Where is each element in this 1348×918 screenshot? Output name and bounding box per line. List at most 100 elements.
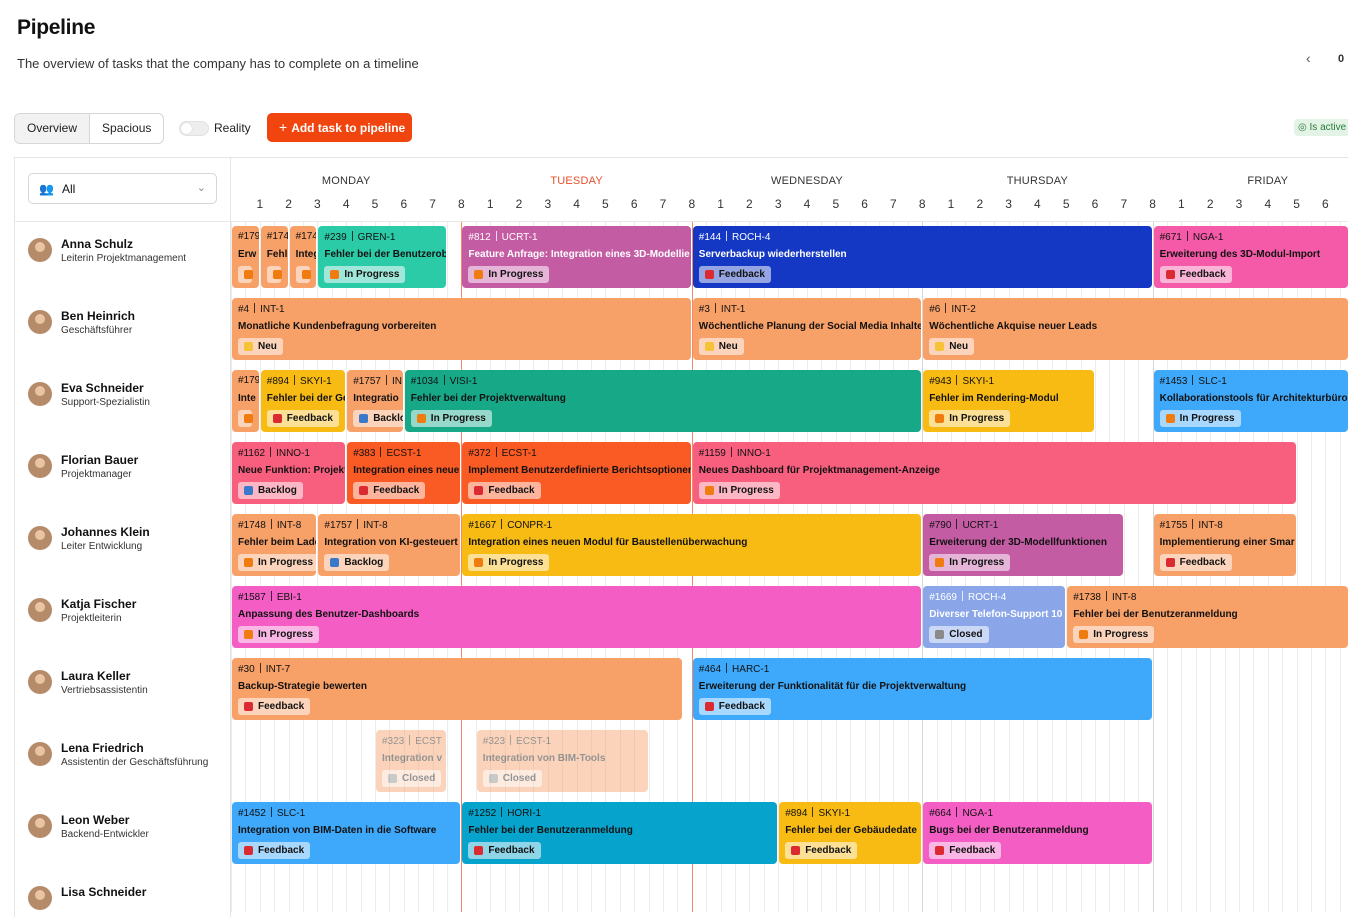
task-card[interactable]: #174 Fehl [260, 226, 288, 288]
view-spacious-button[interactable]: Spacious [89, 114, 163, 143]
avatar [28, 598, 52, 622]
task-header: #1667 CONPR-1 [468, 519, 552, 531]
task-title: Wöchentliche Planung der Social Media In… [698, 321, 922, 332]
grid-line [1138, 222, 1140, 912]
hour-label: 3 [774, 197, 782, 211]
page-title: Pipeline [17, 16, 96, 39]
task-card[interactable]: #1738 INT-8 Fehler bei der Benutzeranmeldu… [1067, 586, 1348, 648]
task-separator [1192, 375, 1194, 385]
hour-label: 8 [1149, 197, 1156, 211]
task-tag: UCRT-1 [501, 232, 538, 243]
task-separator [270, 807, 272, 817]
task-card[interactable]: #1587 EBI-1 Anpassung des Benutzer-Dashboa… [232, 586, 922, 648]
task-card[interactable]: #144 ROCH-4 Serverbackup wiederherstellen F… [692, 226, 1152, 288]
task-id: #1667 [468, 520, 497, 531]
task-card[interactable]: #179 Erw [232, 226, 259, 288]
task-status-badge: In Progress [929, 554, 1011, 571]
task-card[interactable]: #1034 VISI-1 Fehler bei der Projektverwalt… [404, 370, 922, 432]
task-header: #1252 HORI-1 [468, 807, 541, 819]
task-status-badge: Feedback [238, 698, 311, 715]
task-card[interactable]: #6 INT-2 Wöchentliche Akquise neuer Leads N… [923, 298, 1348, 360]
task-separator [357, 519, 359, 529]
task-id: #372 [468, 448, 491, 459]
task-tag: EBI-1 [276, 592, 302, 603]
task-card[interactable]: #790 UCRT-1 Erweiterung der 3D-Modellfunkt… [923, 514, 1123, 576]
task-card[interactable]: #1748 INT-8 Fehler beim Lade In Progress [232, 514, 317, 576]
task-card[interactable]: #3 INT-1 Wöchentliche Planung der Social M… [692, 298, 922, 360]
hour-label: 8 [688, 197, 696, 211]
task-card[interactable]: #30 INT-7 Backup-Strategie bewerten Feedbac… [232, 658, 683, 720]
task-header: #1162 INNO-1 [238, 447, 310, 459]
task-title: Erweiterung der Funktionalität für die P… [698, 681, 967, 692]
user-role: Vertriebsassistentin [61, 685, 148, 696]
task-tag: ECST-1 [516, 736, 552, 747]
task-header: #894 SKYI-1 [267, 375, 332, 387]
task-tag: SLC-1 [1198, 376, 1227, 387]
task-header: #1034 VISI-1 [411, 375, 477, 387]
task-title: Kollaborationstools für Architekturbüros [1159, 393, 1348, 404]
task-status-badge: Closed [929, 626, 989, 643]
hour-label: 6 [1091, 197, 1099, 211]
task-card[interactable]: #812 UCRT-1 Feature Anfrage: Integration e… [462, 226, 691, 288]
task-separator [962, 591, 963, 601]
task-card[interactable]: #943 SKYI-1 Fehler im Rendering-Modul In Pr… [923, 370, 1094, 432]
task-tag: SKYI-1 [962, 376, 995, 387]
task-card[interactable]: #1757 INT-8 Integration von KI-gesteuert Ba… [318, 514, 461, 576]
task-title: Fehler im Rendering-Modul [929, 393, 1059, 404]
task-tag: INNO-1 [276, 448, 310, 459]
task-title: Fehler bei der Projektverwaltung [410, 393, 566, 404]
task-card[interactable]: #1252 HORI-1 Fehler bei der Benutzeranmeld… [462, 802, 778, 864]
task-card[interactable]: #174 Integ [289, 226, 317, 288]
task-card[interactable]: #1757 IN Integratio Backlo [347, 370, 403, 432]
task-id: #464 [698, 664, 722, 675]
task-card[interactable]: #1159 INNO-1 Neues Dashboard für Projektma… [692, 442, 1296, 504]
task-title: Integratio [353, 393, 399, 404]
task-id: #30 [238, 664, 255, 675]
task-header: #671 NGA-1 [1160, 231, 1223, 243]
hour-label: 7 [1120, 197, 1128, 211]
task-card[interactable]: #1755 INT-8 Implementierung einer Smar Feed… [1153, 514, 1296, 576]
add-task-button[interactable]: + Add task to pipeline [267, 113, 412, 142]
task-card[interactable]: #323 ECST Integration v Closed [376, 730, 446, 792]
task-card[interactable]: #894 SKYI-1 Fehler bei der Gebäudedate Feed… [779, 802, 922, 864]
task-status-badge: In Progress [1159, 410, 1241, 427]
task-card[interactable]: #323 ECST-1 Integration von BIM-Tools Close… [476, 730, 648, 792]
hour-label: 5 [832, 197, 840, 211]
task-card[interactable]: #1452 SLC-1 Integration von BIM-Daten in d… [232, 802, 461, 864]
task-header: #174 [296, 231, 317, 242]
user-name: Eva Schneider [61, 381, 144, 395]
task-card[interactable]: #664 NGA-1 Bugs bei der Benutzeranmeldung F… [923, 802, 1152, 864]
task-header: #1587 EBI-1 [238, 591, 302, 603]
hour-label: 7 [659, 197, 667, 211]
hour-label: 6 [400, 197, 408, 211]
task-card[interactable]: #239 GREN-1 Fehler bei der Benutzerob In Pr… [318, 226, 446, 288]
task-card[interactable]: #671 NGA-1 Erweiterung des 3D-Modul-Import… [1153, 226, 1348, 288]
task-id: #4 [238, 304, 250, 315]
task-card[interactable]: #1453 SLC-1 Kollaborationstools für Archit… [1153, 370, 1348, 432]
task-card[interactable]: #894 SKYI-1 Fehler bei der Ge Feedback [260, 370, 346, 432]
task-card[interactable]: #1667 CONPR-1 Integration eines neuen Modu… [462, 514, 922, 576]
task-card[interactable]: #464 HARC-1 Erweiterung der Funktionalität… [692, 658, 1152, 720]
hour-label: 8 [918, 197, 926, 211]
user-name: Anna Schulz [61, 237, 134, 251]
task-card[interactable]: #1669 ROCH-4 Diverser Telefon-Support 10 Cl… [923, 586, 1066, 648]
task-header: #812 UCRT-1 [468, 231, 538, 243]
user-filter-select[interactable]: 👥 All ⌄ [28, 173, 217, 204]
task-tag: INT-2 [951, 304, 976, 315]
task-card[interactable]: #372 ECST-1 Implement Benutzerdefinierte B… [462, 442, 691, 504]
hour-label: 2 [976, 197, 984, 211]
task-card[interactable]: #1162 INNO-1 Neue Funktion: Projekt Backlog [232, 442, 346, 504]
task-separator [956, 375, 958, 385]
task-card[interactable]: #383 ECST-1 Integration eines neue Feedback [347, 442, 461, 504]
reality-toggle[interactable] [179, 121, 209, 136]
task-status-badge: In Progress [468, 266, 550, 283]
task-separator [495, 231, 497, 241]
chevron-left-icon[interactable]: ‹ [1306, 50, 1311, 66]
task-id: #144 [698, 232, 722, 243]
task-header: #239 GREN-1 [324, 231, 395, 243]
hour-label: 1 [717, 197, 724, 211]
task-card[interactable]: #179 Inte [232, 370, 259, 432]
hour-label: 7 [429, 197, 436, 211]
view-overview-button[interactable]: Overview [15, 114, 90, 143]
task-card[interactable]: #4 INT-1 Monatliche Kundenbefragung vorber… [232, 298, 691, 360]
